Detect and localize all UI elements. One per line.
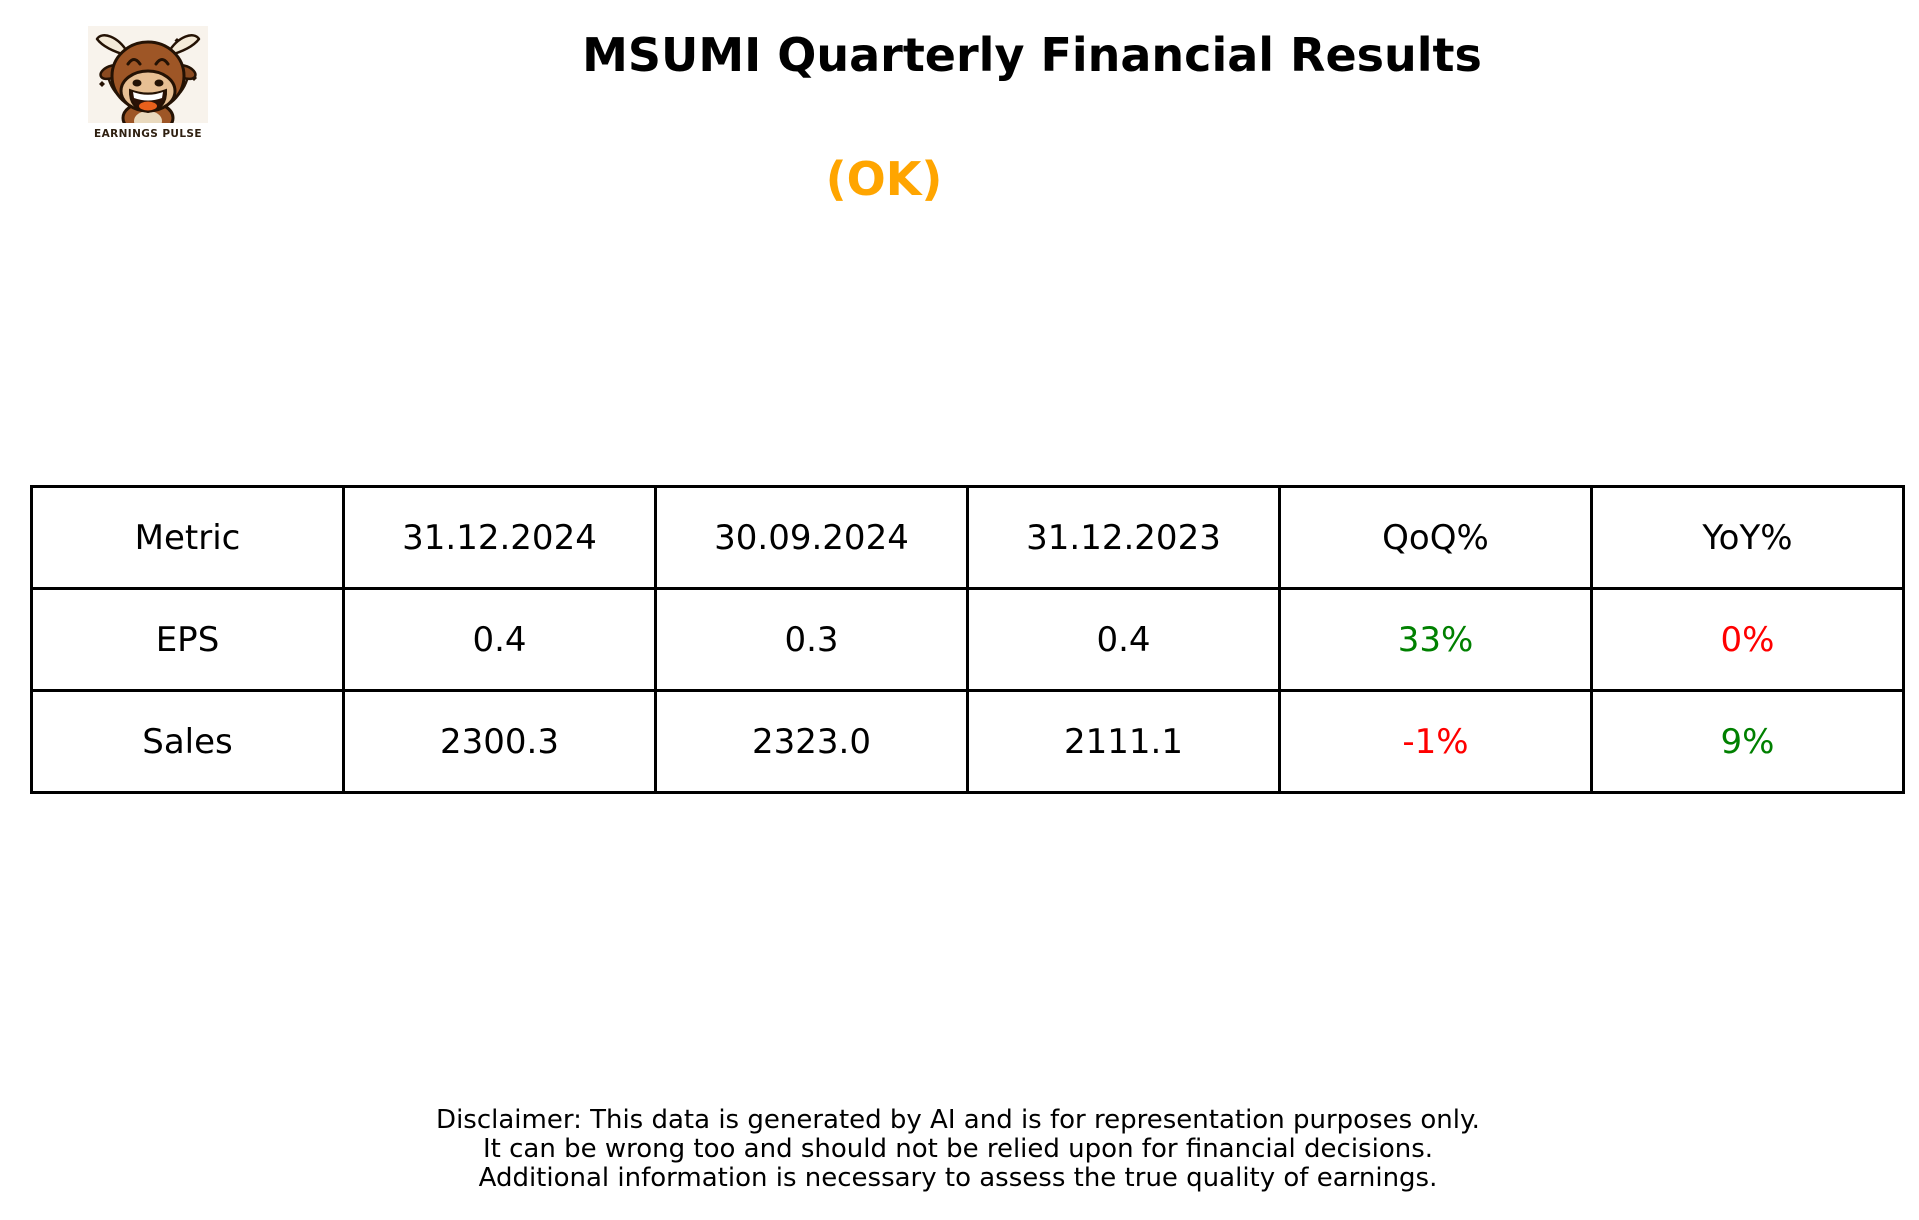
value-cell: 2300.3 — [342, 689, 657, 794]
disclaimer-line: It can be wrong too and should not be re… — [482, 1134, 1434, 1164]
column-header-period-2: 30.09.2024 — [654, 485, 969, 590]
metric-cell: EPS — [30, 587, 345, 692]
yoy-cell: 0% — [1590, 587, 1905, 692]
value-cell: 0.3 — [654, 587, 969, 692]
bull-logo-icon — [88, 26, 208, 136]
value-cell: 0.4 — [342, 587, 657, 692]
yoy-cell: 9% — [1590, 689, 1905, 794]
metric-cell: Sales — [30, 689, 345, 794]
column-header-qoq: QoQ% — [1278, 485, 1593, 590]
table-header-row: Metric 31.12.2024 30.09.2024 31.12.2023 … — [30, 485, 1905, 590]
column-header-period-1: 31.12.2024 — [342, 485, 657, 590]
column-header-metric: Metric — [30, 485, 345, 590]
brand-logo: EARNINGS PULSE — [88, 26, 208, 140]
qoq-cell: -1% — [1278, 689, 1593, 794]
status-subtitle: (OK) — [825, 152, 943, 206]
table-row-eps: EPS 0.4 0.3 0.4 33% 0% — [30, 587, 1905, 692]
page-title: MSUMI Quarterly Financial Results — [582, 28, 1482, 82]
value-cell: 2323.0 — [654, 689, 969, 794]
results-table: Metric 31.12.2024 30.09.2024 31.12.2023 … — [30, 485, 1905, 794]
disclaimer-line: Additional information is necessary to a… — [478, 1163, 1438, 1193]
disclaimer: Disclaimer: This data is generated by AI… — [436, 1106, 1480, 1193]
column-header-period-3: 31.12.2023 — [966, 485, 1281, 590]
column-header-yoy: YoY% — [1590, 485, 1905, 590]
table-row-sales: Sales 2300.3 2323.0 2111.1 -1% 9% — [30, 689, 1905, 794]
brand-name: EARNINGS PULSE — [94, 128, 202, 140]
qoq-cell: 33% — [1278, 587, 1593, 692]
disclaimer-line: Disclaimer: This data is generated by AI… — [436, 1105, 1480, 1135]
value-cell: 2111.1 — [966, 689, 1281, 794]
value-cell: 0.4 — [966, 587, 1281, 692]
